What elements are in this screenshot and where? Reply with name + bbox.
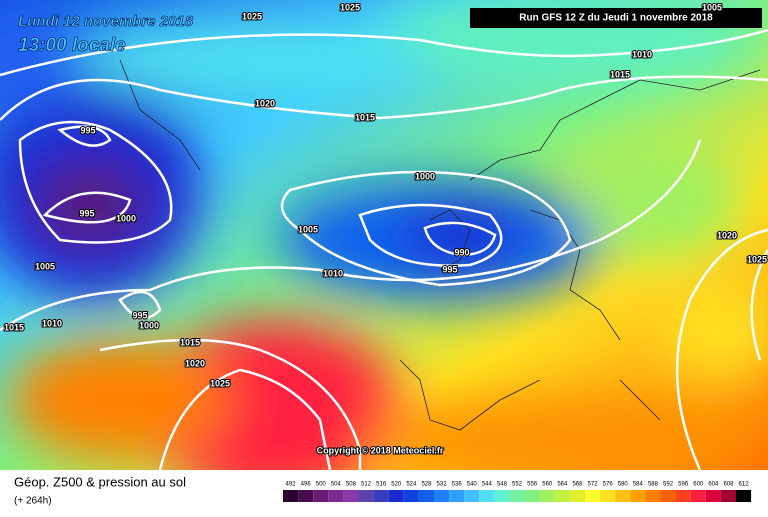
scale-swatch [705,490,721,502]
scale-swatch [464,490,480,502]
scale-label: 608 [723,482,734,488]
scale-swatch [283,490,299,502]
scale-label: 552 [512,482,523,488]
scale-swatch [539,490,555,502]
scale-label: 564 [557,482,568,488]
isobar-label: 1015 [355,112,375,122]
isobar-label: 1005 [35,261,55,271]
isobar-label: 995 [80,125,95,135]
scale-swatch [630,490,646,502]
scale-label: 548 [497,482,508,488]
scale-swatch [720,490,736,502]
isobar-label: 1000 [139,320,159,330]
scale-label: 588 [648,482,659,488]
run-info: Run GFS 12 Z du Jeudi 1 novembre 2018 [519,13,713,24]
scale-swatch [373,490,389,502]
scale-swatch [494,490,510,502]
scale-label: 584 [633,482,644,488]
scale-label: 580 [618,482,629,488]
scale-label: 556 [527,482,538,488]
copyright: Copyright © 2018 Meteociel.fr [317,445,444,455]
scale-swatch [524,490,540,502]
isobar-label: 1000 [415,171,435,181]
scale-label: 528 [421,482,432,488]
scale-label: 492 [286,482,297,488]
legend-title: Géop. Z500 & pression au sol [14,474,186,489]
scale-swatch [418,490,434,502]
map [0,0,768,470]
isobar-label: 1025 [242,11,262,21]
scale-label: 560 [542,482,553,488]
isobar-label: 1025 [340,2,360,12]
isobar-label: 1010 [323,268,343,278]
scale-label: 516 [376,482,387,488]
scale-swatch [690,490,706,502]
scale-swatch [569,490,585,502]
isobar-label: 1020 [255,98,275,108]
scale-label: 496 [301,482,312,488]
scale-swatch [388,490,404,502]
isobar-label: 995 [132,310,147,320]
scale-label: 600 [693,482,704,488]
scale-swatch [358,490,374,502]
scale-label: 524 [406,482,417,488]
scale-label: 532 [437,482,448,488]
isobar-label: 1010 [42,318,62,328]
scale-swatch [660,490,676,502]
forecast-date: Lundi 12 novembre 2018 [18,13,194,30]
isobar-label: 1020 [717,230,737,240]
scale-swatch [449,490,465,502]
scale-label: 540 [467,482,478,488]
scale-label: 520 [391,482,402,488]
isobar-label: 1015 [4,322,24,332]
isobar-label: 990 [454,247,469,257]
scale-label: 536 [452,482,463,488]
scale-swatch [509,490,525,502]
isobar-label: 1015 [180,337,200,347]
scale-swatch [645,490,661,502]
isobar-label: 1000 [116,213,136,223]
scale-swatch [479,490,495,502]
run-box [470,8,762,28]
scale-label: 544 [482,482,493,488]
isobar-label: 1025 [210,378,230,388]
scale-label: 576 [603,482,614,488]
scale-swatch [434,490,450,502]
scale-swatch [675,490,691,502]
scale-label: 596 [678,482,689,488]
scale-swatch [600,490,616,502]
legend-lead: (+ 264h) [14,496,52,507]
isobar-label: 1005 [298,224,318,234]
scale-swatch [313,490,329,502]
scale-swatch [585,490,601,502]
scale-label: 572 [588,482,599,488]
scale-label: 612 [739,482,750,488]
isobar-label: 995 [79,208,94,218]
scale-label: 568 [572,482,583,488]
scale-label: 504 [331,482,342,488]
scale-swatch [343,490,359,502]
scale-label: 508 [346,482,357,488]
scale-swatch [615,490,631,502]
isobar-label: 1025 [747,254,767,264]
scale-label: 512 [361,482,372,488]
scale-swatch [328,490,344,502]
scale-label: 604 [708,482,719,488]
isobar-label: 1005 [702,2,722,12]
scale-label: 500 [316,482,327,488]
isobar-label: 1015 [610,69,630,79]
forecast-time: 13:00 locale [18,35,126,56]
isobar-label: 995 [442,264,457,274]
isobar-label: 1010 [632,49,652,59]
scale-swatch [554,490,570,502]
color-scale: 492 496 500 504 508 512 516 520 524 528 532 536 540 5… [283,482,752,502]
scale-label: 592 [663,482,674,488]
scale-swatch [403,490,419,502]
isobar-label: 1020 [185,358,205,368]
scale-swatch [298,490,314,502]
scale-swatch [736,490,752,502]
